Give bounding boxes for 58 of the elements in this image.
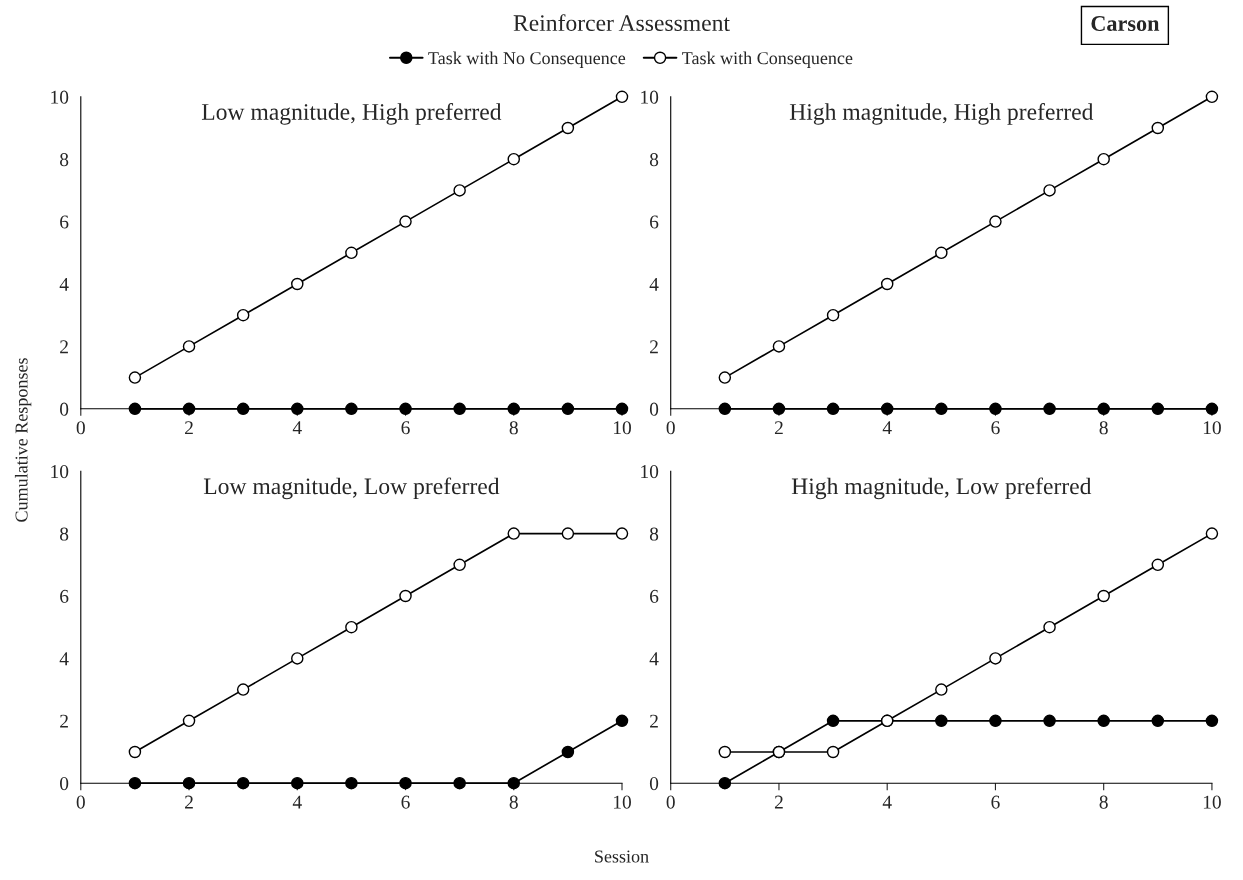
y-tick-label: 0: [649, 777, 659, 791]
x-tick-label: 0: [76, 421, 85, 435]
text: Carson: [1091, 16, 1160, 32]
y-tick-label: 10: [51, 90, 69, 104]
x-tick-label: 2: [185, 795, 193, 809]
y-tick-label: 10: [51, 465, 69, 479]
y-tick-label: 8: [60, 527, 69, 541]
y-tick-label: 10: [641, 465, 659, 479]
x-tick-label: 0: [76, 795, 85, 809]
x-tick-label: 6: [991, 421, 1000, 435]
legend-label: Task with No Consequence: [428, 51, 626, 68]
x-tick-label: 2: [774, 795, 783, 809]
y-tick-label: 2: [650, 714, 658, 728]
x-tick-label: 4: [882, 421, 892, 435]
x-tick-label: 6: [401, 795, 410, 809]
y-tick-label: 8: [649, 527, 659, 541]
x-tick-label: 4: [882, 795, 892, 809]
x-tick-label: 2: [185, 421, 193, 435]
x-tick-label: 4: [292, 421, 302, 435]
y-tick-label: 4: [649, 652, 659, 666]
y-tick-label: 10: [641, 90, 659, 104]
y-axis-title: Cumulative Responses: [14, 358, 32, 522]
x-tick-label: 6: [991, 795, 1000, 809]
x-tick-label: 10: [613, 795, 631, 809]
y-tick-label: 4: [59, 652, 69, 666]
y-tick-label: 2: [60, 340, 68, 354]
y-tick-label: 2: [650, 340, 658, 354]
y-tick-label: 0: [60, 777, 69, 791]
x-tick-label: 10: [1203, 795, 1221, 809]
y-tick-label: 6: [650, 589, 659, 603]
x-axis-title: Session: [595, 850, 649, 863]
y-tick-label: 8: [60, 153, 69, 167]
chart-title: Reinforcer Assessment: [513, 14, 730, 32]
y-tick-label: 0: [60, 402, 69, 416]
chart-subtitle: Low magnitude, Low preferred: [203, 477, 500, 500]
y-tick-label: 6: [60, 215, 69, 229]
x-tick-label: 8: [509, 795, 518, 809]
x-tick-label: 2: [774, 421, 783, 435]
y-tick-label: 4: [649, 277, 659, 291]
y-tick-label: 0: [649, 402, 659, 416]
x-tick-label: 8: [1099, 421, 1108, 435]
x-tick-label: 4: [292, 795, 302, 809]
y-tick-label: 4: [59, 277, 69, 291]
chart-subtitle: High magnitude, Low preferred: [791, 477, 1092, 500]
y-tick-label: 8: [649, 153, 659, 167]
x-tick-label: 10: [1203, 421, 1221, 435]
y-tick-label: 2: [60, 714, 68, 728]
legend-label: Task with Consequence: [682, 51, 853, 68]
x-tick-label: 0: [666, 795, 675, 809]
chart-subtitle: High magnitude, High preferred: [789, 103, 1094, 125]
x-tick-label: 8: [1099, 795, 1108, 809]
y-tick-label: 6: [60, 589, 69, 603]
x-tick-label: 8: [509, 421, 518, 435]
y-tick-label: 6: [650, 215, 659, 229]
x-tick-label: 0: [666, 421, 675, 435]
x-tick-label: 6: [401, 421, 410, 435]
x-tick-label: 10: [613, 421, 631, 435]
chart-subtitle: Low magnitude, High preferred: [201, 103, 502, 125]
